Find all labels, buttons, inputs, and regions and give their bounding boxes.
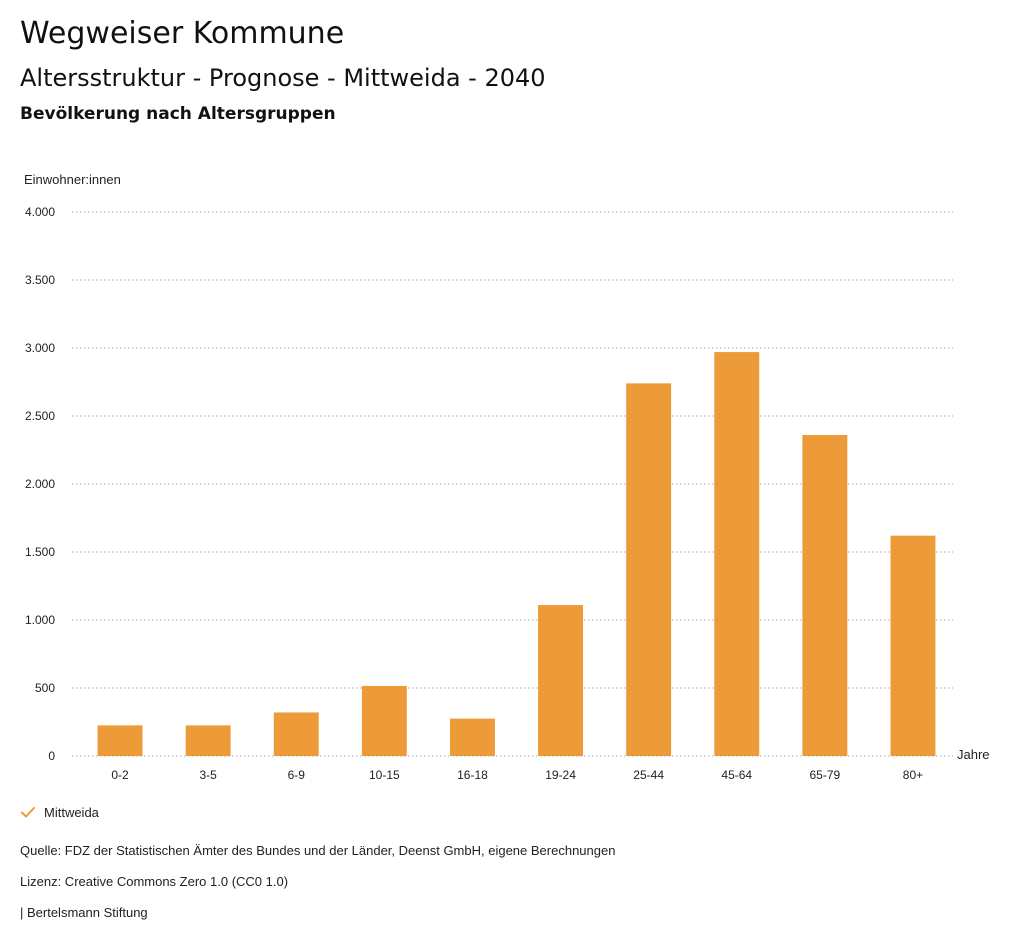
bar-65-79[interactable] <box>802 435 848 756</box>
bar-80+[interactable] <box>890 535 936 756</box>
x-tick-label: 16-18 <box>457 768 488 782</box>
x-tick-label: 80+ <box>903 768 923 782</box>
bar-0-2[interactable] <box>97 725 143 756</box>
bar-chart: Einwohner:innen 0 500 1.000 1.500 2.000 2.500… <box>24 172 990 782</box>
x-tick-label: 19-24 <box>545 768 576 782</box>
x-tick-label: 0-2 <box>111 768 129 782</box>
publisher-note: | Bertelsmann Stiftung <box>20 905 148 920</box>
source-note: Quelle: FDZ der Statistischen Ämter des … <box>20 843 616 858</box>
x-tick-label: 3-5 <box>199 768 217 782</box>
x-tick-label: 65-79 <box>809 768 840 782</box>
chart-legend: Mittweida <box>20 802 99 822</box>
check-icon[interactable] <box>20 804 36 820</box>
bar-16-18[interactable] <box>449 718 495 756</box>
bar-45-64[interactable] <box>714 352 760 756</box>
y-axis-label: Einwohner:innen <box>24 172 121 187</box>
page-title: Wegweiser Kommune <box>20 16 345 51</box>
y-tick-label: 2.500 <box>25 409 55 423</box>
bar-6-9[interactable] <box>273 712 319 756</box>
bar-3-5[interactable] <box>185 725 231 756</box>
x-tick-label: 10-15 <box>369 768 400 782</box>
chart-heading: Bevölkerung nach Altersgruppen <box>20 104 336 124</box>
bar-10-15[interactable] <box>361 685 407 756</box>
bar-25-44[interactable] <box>626 383 672 756</box>
x-axis-ticks: 0-2 3-5 6-9 10-15 16-18 19-24 25-44 45-64 65-79 8… <box>111 768 923 782</box>
x-axis-label: Jahre <box>957 747 990 762</box>
x-tick-label: 6-9 <box>288 768 306 782</box>
x-tick-label: 45-64 <box>721 768 752 782</box>
chart-subtitle: Altersstruktur - Prognose - Mittweida - … <box>20 64 546 92</box>
y-tick-label: 4.000 <box>25 205 55 219</box>
bar-19-24[interactable] <box>538 605 584 756</box>
y-axis-ticks: 0 500 1.000 1.500 2.000 2.500 3.000 3.500 4.000 <box>25 205 55 763</box>
y-tick-label: 0 <box>48 749 55 763</box>
legend-item-label[interactable]: Mittweida <box>44 804 99 820</box>
y-tick-label: 3.000 <box>25 341 55 355</box>
license-note: Lizenz: Creative Commons Zero 1.0 (CC0 1… <box>20 874 289 889</box>
y-tick-label: 1.000 <box>25 613 55 627</box>
y-tick-label: 3.500 <box>25 273 55 287</box>
grid-lines <box>72 211 953 757</box>
x-tick-label: 25-44 <box>633 768 664 782</box>
bars <box>97 352 936 756</box>
y-tick-label: 500 <box>35 681 55 695</box>
y-tick-label: 1.500 <box>25 545 55 559</box>
y-tick-label: 2.000 <box>25 477 55 491</box>
